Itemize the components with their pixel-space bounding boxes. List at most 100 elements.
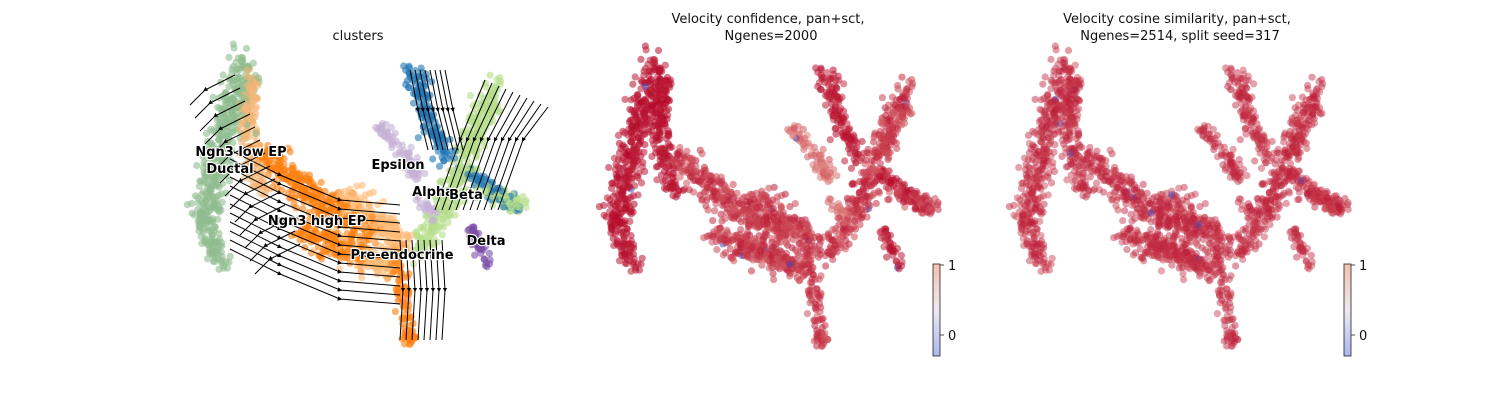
confidence-point	[760, 215, 768, 223]
cell-point	[267, 166, 275, 174]
panel2-colorbar-bar	[932, 263, 941, 357]
panel2-colorbar: 1 0	[932, 259, 956, 357]
cell-point	[299, 194, 307, 202]
confidence-point	[657, 160, 665, 168]
confidence-point	[895, 187, 903, 195]
confidence-point	[885, 133, 893, 142]
cell-point	[304, 177, 312, 185]
cell-point	[522, 203, 530, 212]
confidence-point	[729, 180, 737, 188]
confidence-point	[777, 261, 786, 269]
confidence-point	[793, 248, 802, 256]
confidence-point	[729, 194, 737, 202]
confidence-point	[805, 261, 813, 269]
confidence-point	[886, 117, 894, 125]
confidence-point	[615, 139, 624, 147]
cell-point	[208, 230, 216, 238]
confidence-point	[737, 209, 745, 217]
cell-point	[522, 197, 530, 205]
cluster-label-ngn3-low-ep: Ngn3 low EP	[195, 145, 286, 160]
cell-point	[225, 258, 233, 266]
confidence-point	[772, 197, 781, 206]
confidence-point	[640, 71, 648, 80]
confidence-point	[886, 238, 894, 246]
confidence-point	[642, 46, 650, 54]
confidence-point	[721, 215, 729, 223]
confidence-point	[641, 64, 650, 73]
confidence-point	[602, 213, 610, 221]
confidence-point	[883, 253, 891, 261]
cell-point	[207, 125, 215, 133]
confidence-point	[809, 270, 817, 279]
confidence-point	[636, 105, 644, 113]
confidence-point	[841, 245, 850, 253]
cell-point	[377, 129, 385, 137]
confidence-point	[876, 160, 885, 168]
confidence-point	[879, 142, 887, 151]
confidence-point	[619, 220, 627, 228]
confidence-point	[656, 83, 664, 91]
confidence-point	[834, 72, 842, 80]
confidence-point	[826, 176, 834, 184]
confidence-point	[678, 159, 686, 167]
confidence-point	[820, 337, 829, 345]
cell-point	[435, 162, 444, 170]
cell-point	[402, 230, 410, 238]
confidence-point	[637, 85, 645, 93]
cell-point	[428, 78, 436, 86]
cell-point	[193, 161, 201, 170]
confidence-point	[625, 181, 633, 189]
confidence-point	[781, 190, 789, 198]
confidence-point	[898, 94, 906, 102]
cell-point	[367, 206, 375, 214]
confidence-point	[709, 217, 717, 225]
cell-point	[376, 263, 384, 271]
confidence-point	[808, 291, 817, 299]
confidence-point	[659, 146, 668, 155]
cell-point	[248, 98, 256, 106]
confidence-point	[934, 205, 942, 214]
cell-point	[482, 259, 490, 267]
cell-point	[291, 182, 299, 190]
confidence-point	[908, 82, 916, 91]
confidence-point	[746, 221, 754, 230]
cell-point	[229, 62, 237, 71]
confidence-point	[647, 80, 655, 89]
confidence-point	[876, 172, 884, 180]
panel-velocity-confidence: Velocity confidence, pan+sct, Ngenes=200…	[595, 12, 956, 357]
cell-point	[317, 178, 325, 186]
confidence-point	[934, 199, 942, 207]
cell-point	[244, 81, 252, 89]
cluster-label-pre-endocrine: Pre-endocrine	[350, 248, 453, 263]
confidence-point	[802, 269, 810, 277]
velocity-stream	[254, 243, 301, 275]
confidence-point	[885, 188, 894, 196]
confidence-point	[711, 196, 719, 204]
confidence-point	[648, 101, 657, 110]
confidence-point	[900, 180, 909, 188]
confidence-point	[683, 179, 691, 187]
cell-point	[190, 211, 198, 219]
confidence-point	[708, 238, 716, 246]
confidence-point	[696, 146, 704, 154]
confidence-point	[634, 91, 642, 99]
confidence-point	[627, 96, 635, 104]
cell-point	[388, 144, 396, 152]
confidence-point	[870, 189, 878, 197]
cell-point	[346, 259, 354, 267]
confidence-point	[840, 107, 848, 115]
confidence-point	[818, 75, 826, 83]
confidence-point	[711, 207, 719, 215]
confidence-point	[898, 73, 906, 81]
cell-point	[419, 89, 427, 97]
confidence-point	[800, 146, 808, 154]
confidence-point	[737, 218, 745, 226]
cell-point	[207, 218, 215, 226]
confidence-point	[753, 256, 761, 264]
cell-point	[238, 116, 246, 124]
confidence-point	[634, 191, 642, 199]
confidence-point	[608, 179, 616, 187]
confidence-point	[750, 236, 758, 244]
confidence-point	[608, 226, 616, 234]
confidence-point	[759, 236, 767, 244]
